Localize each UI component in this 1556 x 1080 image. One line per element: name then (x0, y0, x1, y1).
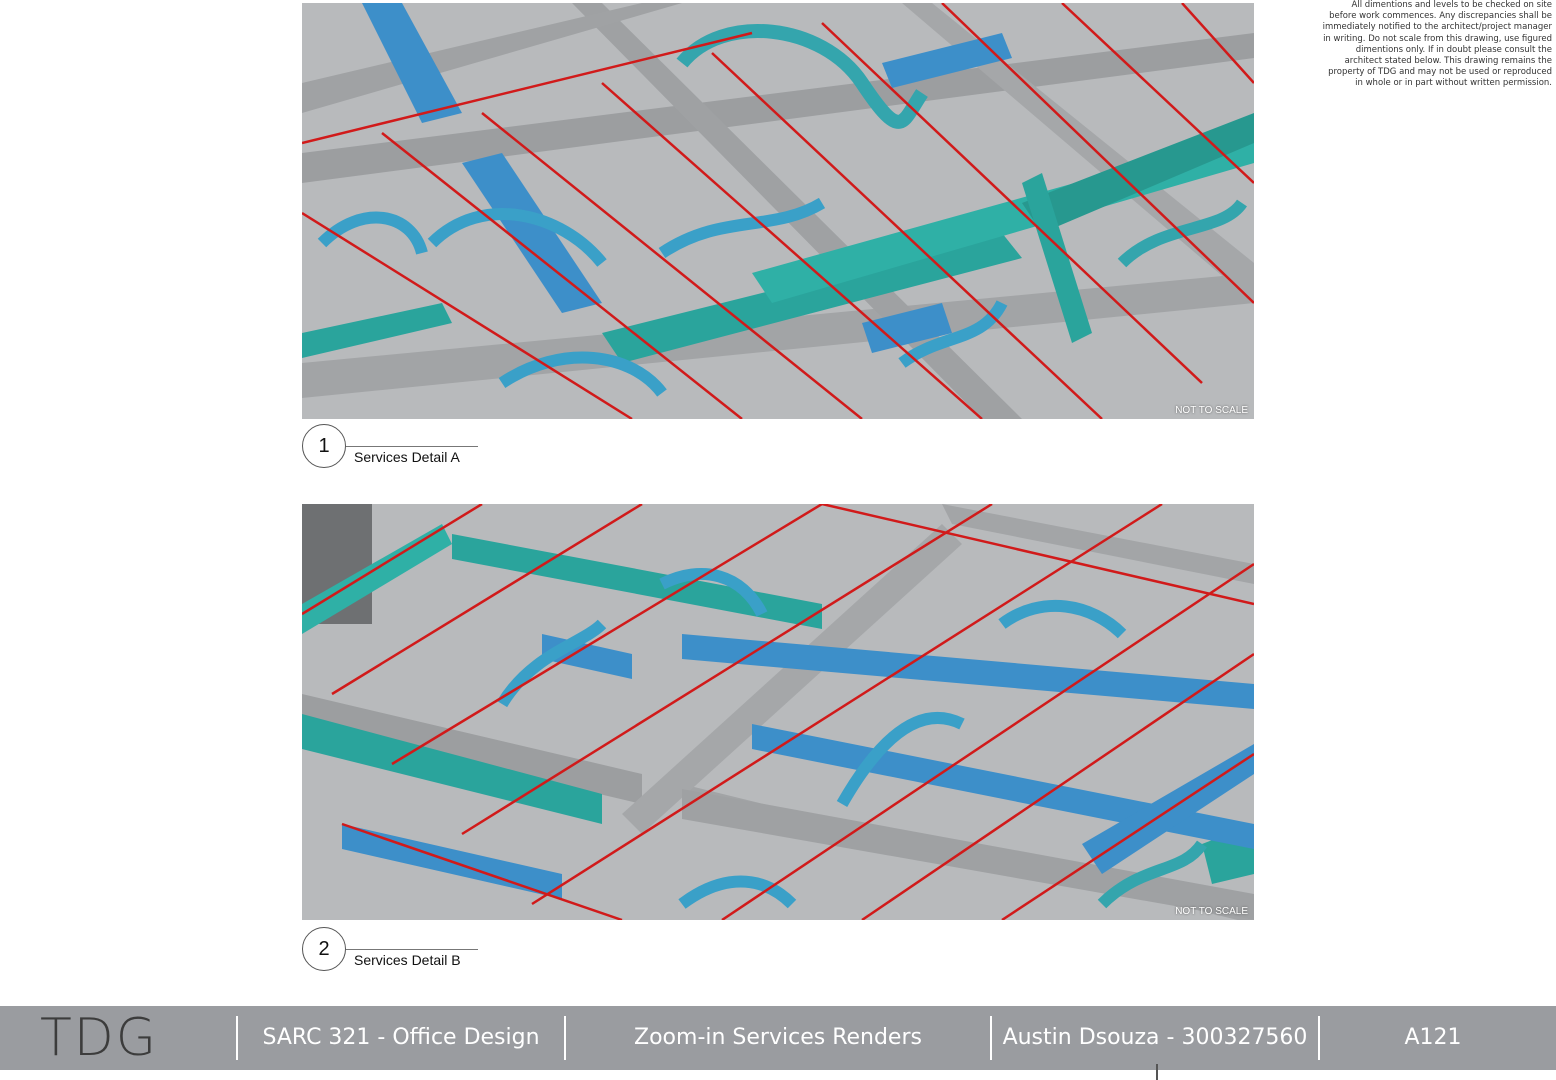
sheet-number: A121 (1404, 1025, 1462, 1050)
title-block: TDG SARC 321 - Office Design Zoom-in Ser… (0, 1006, 1556, 1070)
view-title-line (346, 446, 478, 447)
scale-note: NOT TO SCALE (1175, 405, 1248, 416)
render-a-illustration (302, 3, 1254, 419)
tdg-logo: TDG (40, 1008, 159, 1068)
author-name: Austin Dsouza - 300327560 (1002, 1025, 1308, 1050)
view-title: Services Detail B (354, 952, 461, 968)
divider (990, 1016, 992, 1060)
divider (1318, 1016, 1320, 1060)
divider (1156, 1064, 1158, 1080)
view-number-badge: 2 (302, 927, 346, 971)
view-title-line (346, 949, 478, 950)
view-number-badge: 1 (302, 424, 346, 468)
services-render-a: NOT TO SCALE (302, 3, 1254, 419)
sheet-title: Zoom-in Services Renders (634, 1025, 922, 1050)
divider (564, 1016, 566, 1060)
render-b-illustration (302, 504, 1254, 920)
disclaimer-note: All dimentions and levels to be checked … (1322, 0, 1552, 89)
scale-note: NOT TO SCALE (1175, 906, 1248, 917)
services-render-b: NOT TO SCALE (302, 504, 1254, 920)
course-name: SARC 321 - Office Design (262, 1025, 540, 1050)
divider (236, 1016, 238, 1060)
view-title: Services Detail A (354, 449, 460, 465)
